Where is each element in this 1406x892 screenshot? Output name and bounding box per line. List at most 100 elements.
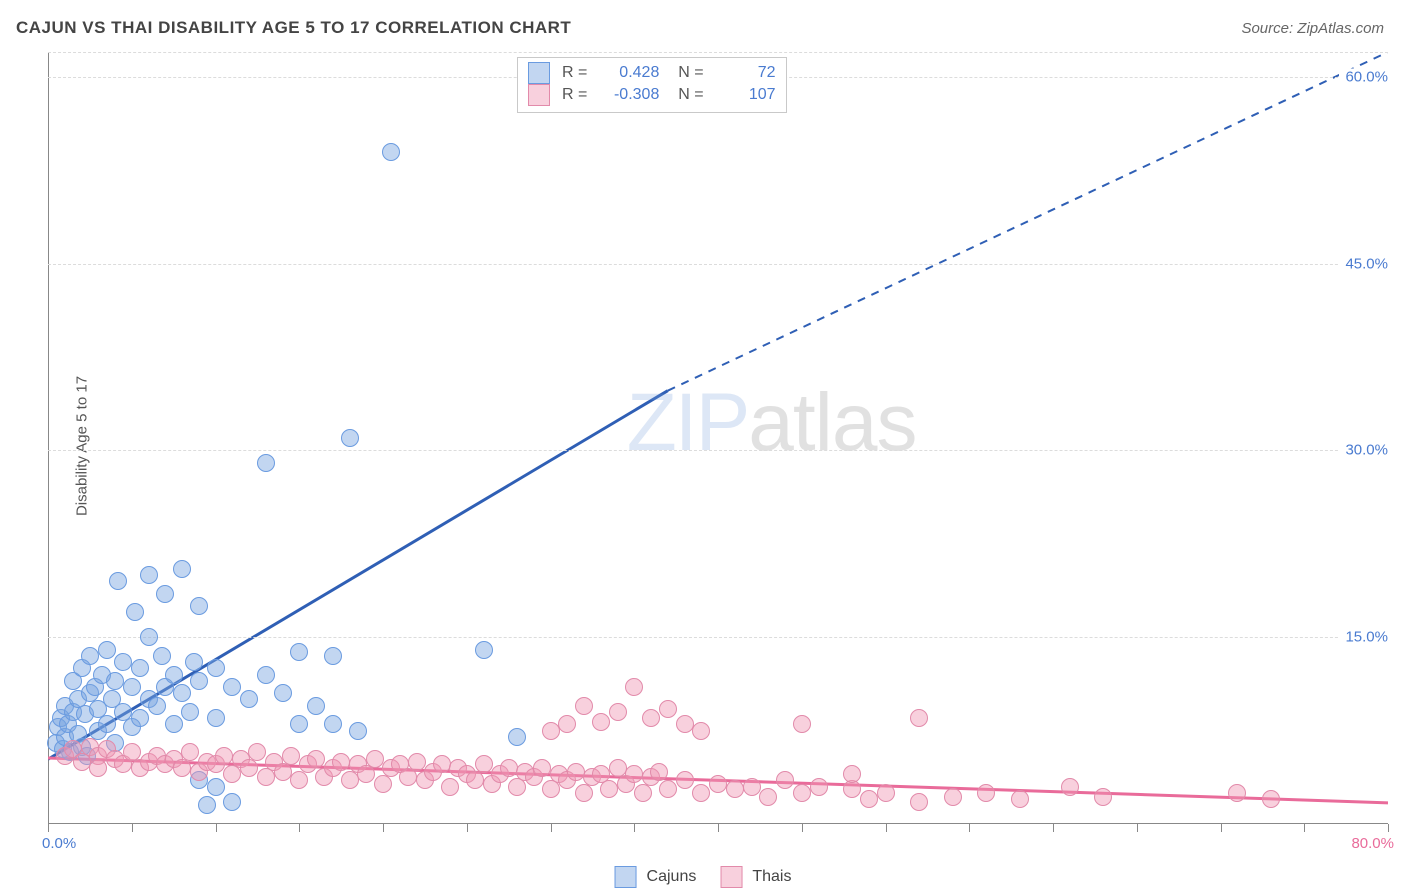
scatter-point-cajuns — [223, 678, 241, 696]
scatter-point-thais — [709, 775, 727, 793]
scatter-point-thais — [692, 784, 710, 802]
scatter-point-thais — [290, 771, 308, 789]
scatter-point-thais — [567, 763, 585, 781]
scatter-point-thais — [433, 755, 451, 773]
legend-swatch-icon — [528, 84, 550, 106]
x-tick — [1388, 824, 1389, 832]
x-tick — [1304, 824, 1305, 832]
x-tick — [1053, 824, 1054, 832]
x-tick — [718, 824, 719, 832]
scatter-point-thais — [500, 759, 518, 777]
watermark: ZIPatlas — [627, 376, 917, 470]
scatter-point-thais — [759, 788, 777, 806]
scatter-point-thais — [374, 775, 392, 793]
scatter-point-thais — [676, 715, 694, 733]
stat-n-label: N = — [669, 64, 703, 82]
scatter-point-cajuns — [223, 793, 241, 811]
scatter-point-cajuns — [140, 628, 158, 646]
scatter-point-thais — [944, 788, 962, 806]
scatter-point-thais — [558, 715, 576, 733]
scatter-point-cajuns — [140, 566, 158, 584]
legend-stats-row: R =-0.308 N =107 — [528, 84, 776, 106]
scatter-point-thais — [475, 755, 493, 773]
scatter-point-thais — [592, 713, 610, 731]
scatter-point-thais — [240, 759, 258, 777]
scatter-point-cajuns — [274, 684, 292, 702]
scatter-point-cajuns — [475, 641, 493, 659]
scatter-point-cajuns — [324, 715, 342, 733]
scatter-point-thais — [282, 747, 300, 765]
scatter-point-thais — [642, 709, 660, 727]
scatter-point-cajuns — [240, 690, 258, 708]
scatter-point-cajuns — [198, 796, 216, 814]
scatter-point-thais — [1094, 788, 1112, 806]
scatter-point-thais — [810, 778, 828, 796]
scatter-point-thais — [860, 790, 878, 808]
scatter-point-cajuns — [165, 715, 183, 733]
x-tick — [551, 824, 552, 832]
stat-n-value: 107 — [714, 86, 776, 104]
grid-line — [48, 264, 1388, 265]
scatter-point-cajuns — [165, 666, 183, 684]
scatter-point-cajuns — [307, 697, 325, 715]
x-tick — [802, 824, 803, 832]
scatter-point-cajuns — [257, 454, 275, 472]
scatter-point-cajuns — [257, 666, 275, 684]
x-tick — [132, 824, 133, 832]
scatter-point-thais — [776, 771, 794, 789]
scatter-point-thais — [274, 763, 292, 781]
scatter-point-cajuns — [109, 572, 127, 590]
legend-bottom: Cajuns Thais — [615, 866, 792, 888]
scatter-point-cajuns — [98, 715, 116, 733]
scatter-point-cajuns — [181, 703, 199, 721]
x-tick — [216, 824, 217, 832]
scatter-point-thais — [307, 750, 325, 768]
scatter-point-thais — [173, 759, 191, 777]
scatter-point-cajuns — [382, 143, 400, 161]
scatter-point-thais — [1228, 784, 1246, 802]
stat-r-value: 0.428 — [597, 64, 659, 82]
scatter-point-cajuns — [131, 709, 149, 727]
scatter-point-thais — [743, 778, 761, 796]
scatter-point-cajuns — [123, 678, 141, 696]
scatter-point-cajuns — [81, 647, 99, 665]
y-axis-line — [48, 52, 49, 824]
x-tick — [299, 824, 300, 832]
scatter-point-cajuns — [190, 597, 208, 615]
legend-swatch-cajuns — [615, 866, 637, 888]
scatter-point-thais — [692, 722, 710, 740]
scatter-point-cajuns — [148, 697, 166, 715]
grid-line — [48, 637, 1388, 638]
legend-swatch-thais — [720, 866, 742, 888]
scatter-point-cajuns — [126, 603, 144, 621]
scatter-point-thais — [408, 753, 426, 771]
legend-stats-row: R =0.428 N =72 — [528, 62, 776, 84]
scatter-point-cajuns — [207, 709, 225, 727]
x-tick — [969, 824, 970, 832]
scatter-point-cajuns — [508, 728, 526, 746]
scatter-point-thais — [600, 780, 618, 798]
scatter-point-thais — [910, 709, 928, 727]
legend-label: Cajuns — [647, 868, 697, 886]
scatter-point-thais — [659, 700, 677, 718]
scatter-point-thais — [609, 703, 627, 721]
y-tick-label: 30.0% — [1339, 442, 1388, 459]
scatter-point-thais — [793, 784, 811, 802]
scatter-point-cajuns — [341, 429, 359, 447]
chart-plot-area: ZIPatlas 0.0% 80.0% 15.0%30.0%45.0%60.0%… — [48, 52, 1388, 824]
scatter-point-thais — [977, 784, 995, 802]
scatter-point-thais — [248, 743, 266, 761]
scatter-point-cajuns — [156, 585, 174, 603]
scatter-point-thais — [575, 697, 593, 715]
scatter-point-thais — [1011, 790, 1029, 808]
scatter-point-thais — [659, 780, 677, 798]
scatter-point-cajuns — [131, 659, 149, 677]
scatter-point-cajuns — [173, 560, 191, 578]
scatter-point-cajuns — [324, 647, 342, 665]
watermark-atlas: atlas — [748, 377, 916, 468]
chart-title: CAJUN VS THAI DISABILITY AGE 5 TO 17 COR… — [16, 18, 571, 38]
scatter-point-thais — [542, 722, 560, 740]
scatter-point-cajuns — [290, 715, 308, 733]
scatter-point-thais — [1061, 778, 1079, 796]
scatter-point-cajuns — [153, 647, 171, 665]
